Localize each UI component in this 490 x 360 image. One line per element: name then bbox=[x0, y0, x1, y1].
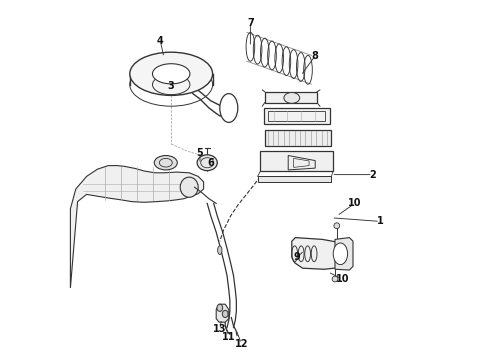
Ellipse shape bbox=[222, 310, 228, 318]
Polygon shape bbox=[335, 238, 353, 270]
Ellipse shape bbox=[130, 52, 213, 95]
Text: 12: 12 bbox=[235, 339, 248, 349]
Ellipse shape bbox=[197, 155, 217, 171]
Polygon shape bbox=[261, 151, 333, 171]
Text: 10: 10 bbox=[336, 274, 349, 284]
Ellipse shape bbox=[217, 304, 222, 311]
Text: 9: 9 bbox=[294, 252, 300, 262]
Ellipse shape bbox=[284, 93, 300, 103]
Ellipse shape bbox=[180, 177, 198, 197]
Text: 7: 7 bbox=[247, 18, 254, 28]
Ellipse shape bbox=[152, 64, 190, 84]
Text: 8: 8 bbox=[312, 51, 318, 61]
Text: 4: 4 bbox=[157, 36, 164, 46]
Polygon shape bbox=[265, 92, 317, 103]
Bar bbox=[258, 176, 331, 182]
Text: 3: 3 bbox=[168, 81, 174, 91]
Ellipse shape bbox=[220, 94, 238, 122]
Ellipse shape bbox=[154, 156, 177, 170]
Text: 1: 1 bbox=[377, 216, 383, 226]
Polygon shape bbox=[216, 304, 229, 322]
Text: 5: 5 bbox=[196, 148, 203, 158]
Polygon shape bbox=[292, 238, 349, 269]
Ellipse shape bbox=[332, 276, 338, 282]
Ellipse shape bbox=[218, 246, 222, 255]
Text: 10: 10 bbox=[348, 198, 362, 208]
Text: 11: 11 bbox=[222, 332, 236, 342]
Ellipse shape bbox=[334, 223, 340, 229]
Polygon shape bbox=[71, 166, 204, 288]
Text: 6: 6 bbox=[207, 158, 214, 168]
Polygon shape bbox=[265, 130, 331, 146]
Polygon shape bbox=[264, 108, 330, 124]
Ellipse shape bbox=[333, 243, 347, 265]
Text: 2: 2 bbox=[369, 170, 376, 180]
Text: 13: 13 bbox=[213, 324, 226, 334]
